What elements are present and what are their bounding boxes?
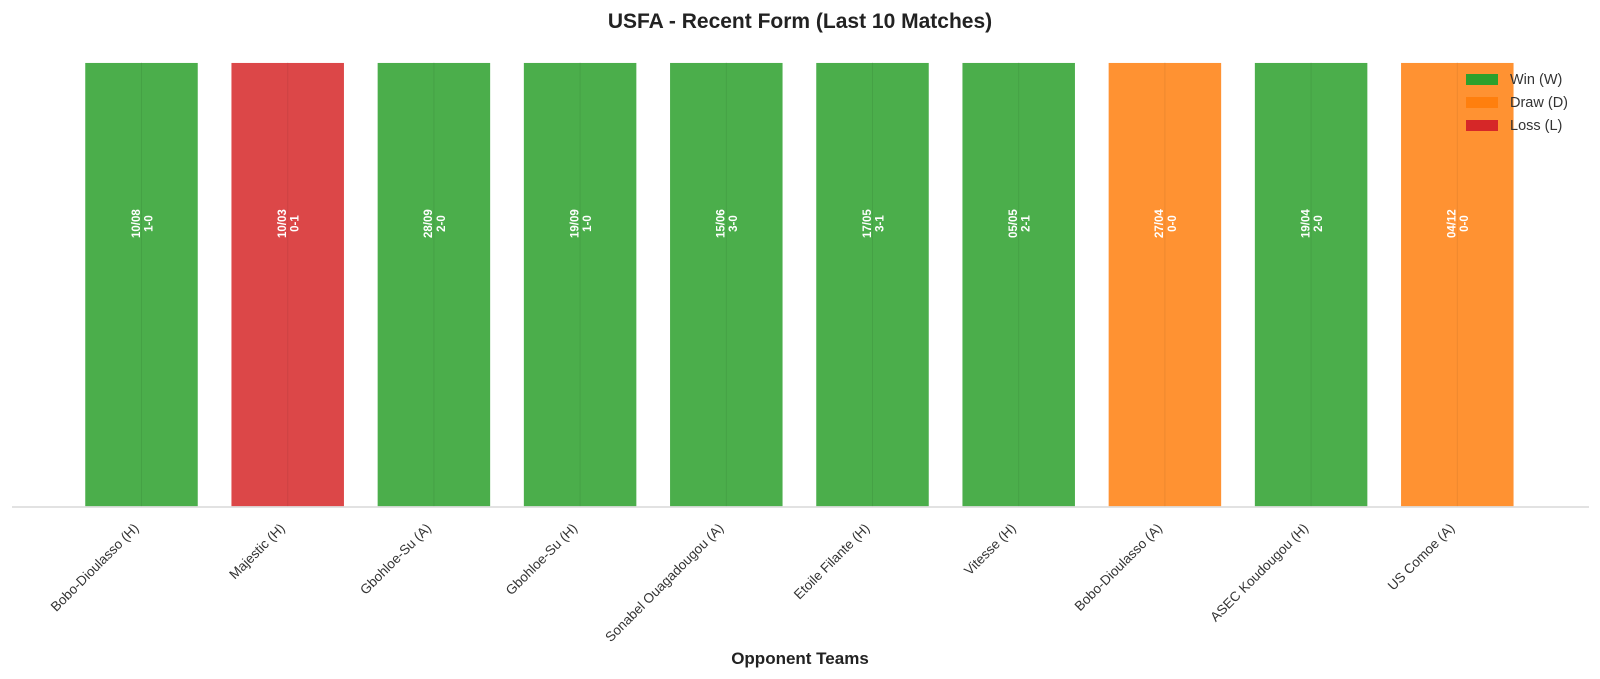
- bar-date-label: 10/08: [131, 209, 143, 238]
- bar-date-label: 19/09: [569, 209, 581, 238]
- x-tick-label: Majestic (H): [226, 521, 288, 583]
- bar-date-label: 27/04: [1154, 209, 1166, 238]
- legend: Win (W) Draw (D) Loss (L): [1466, 72, 1568, 134]
- bar-score-label: 3-0: [728, 215, 740, 232]
- bar: [960, 61, 1077, 508]
- bar-data-label: 17/053-1: [862, 209, 887, 238]
- bar-date-label: 28/09: [423, 209, 435, 238]
- bar-score-label: 0-0: [1167, 215, 1179, 232]
- legend-label: Loss (L): [1510, 118, 1562, 134]
- bar-data-label: 28/092-0: [423, 209, 448, 238]
- x-tick-label: ASEC Koudougou (H): [1207, 521, 1311, 625]
- bar-score-label: 0-0: [1459, 215, 1471, 232]
- bar-data-label: 19/091-0: [569, 209, 594, 238]
- bar: [1399, 61, 1516, 508]
- x-tick-label: Sonabel Ouagadougou (A): [602, 521, 726, 645]
- x-tick-label: Etoile Filante (H): [791, 521, 873, 603]
- bar-date-label: 05/05: [1008, 209, 1020, 238]
- legend-label: Draw (D): [1510, 95, 1568, 111]
- bar-data-label: 05/052-1: [1008, 209, 1033, 238]
- bar-date-label: 04/12: [1447, 209, 1459, 238]
- bar-data-label: 19/042-0: [1300, 209, 1325, 238]
- bar-data-label: 04/120-0: [1447, 209, 1472, 238]
- bar-date-label: 19/04: [1300, 209, 1312, 238]
- bar-score-label: 1-0: [143, 215, 155, 232]
- legend-swatch: [1466, 97, 1498, 108]
- x-tick-label: Gbohloe-Su (A): [357, 521, 434, 598]
- bar-data-label: 10/030-1: [277, 209, 302, 238]
- bar: [814, 61, 931, 508]
- x-tick-label: Bobo-Dioulasso (H): [48, 521, 142, 615]
- bar-score-label: 2-0: [1313, 215, 1325, 232]
- bar-score-label: 3-1: [874, 215, 886, 232]
- bars-layer: 10/081-0 10/030-1 28/092-0 19/091-0 15/063-0…: [83, 61, 1516, 508]
- bar-score-label: 1-0: [582, 215, 594, 232]
- x-tick-label: US Comoe (A): [1385, 521, 1458, 594]
- bar-date-label: 15/06: [716, 209, 728, 238]
- x-tick-label: Bobo-Dioulasso (A): [1072, 521, 1165, 614]
- bar-data-label: 15/063-0: [716, 209, 741, 238]
- legend-label: Win (W): [1510, 72, 1562, 88]
- x-axis-label: Opponent Teams: [731, 649, 869, 668]
- bar: [1107, 61, 1223, 508]
- bar-date-label: 17/05: [862, 209, 874, 238]
- bar: [1253, 61, 1369, 508]
- bar-score-label: 2-0: [436, 215, 448, 232]
- bar-date-label: 10/03: [277, 209, 289, 238]
- legend-swatch: [1466, 74, 1498, 85]
- bar: [376, 61, 492, 508]
- legend-swatch: [1466, 120, 1498, 131]
- bar: [229, 61, 346, 508]
- bar: [83, 61, 200, 508]
- bar-data-label: 10/081-0: [131, 209, 156, 238]
- bar-data-label: 27/040-0: [1154, 209, 1179, 238]
- x-tick-labels: Bobo-Dioulasso (H) Majestic (H) Gbohloe-Su…: [48, 521, 1458, 645]
- bar-score-label: 2-1: [1021, 215, 1033, 232]
- bar-score-label: 0-1: [290, 215, 302, 232]
- x-tick-label: Gbohloe-Su (H): [503, 521, 580, 598]
- chart-title: USFA - Recent Form (Last 10 Matches): [608, 10, 992, 33]
- x-tick-label: Vitesse (H): [961, 521, 1019, 579]
